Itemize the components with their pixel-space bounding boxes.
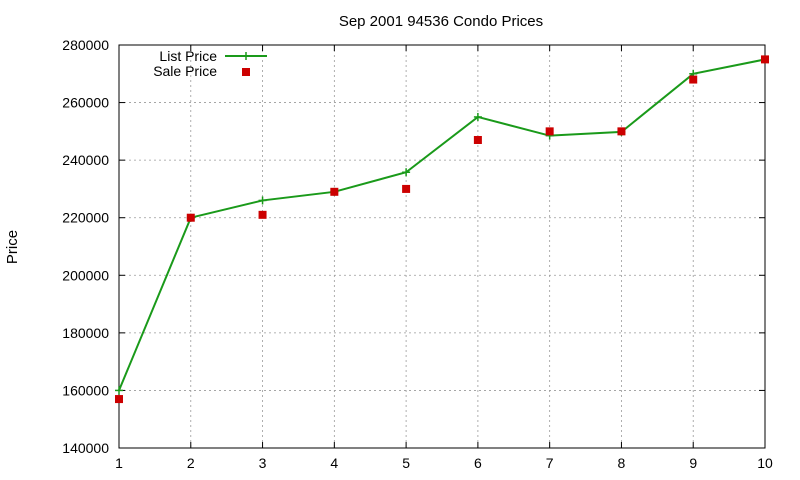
x-tick-label: 5 xyxy=(402,455,410,471)
y-tick-label: 260000 xyxy=(62,95,109,111)
list-price-point xyxy=(473,112,482,121)
legend: List Price Sale Price xyxy=(153,48,267,79)
x-tick-label: 4 xyxy=(330,455,338,471)
x-tick-label: 2 xyxy=(187,455,195,471)
x-tick-label: 3 xyxy=(259,455,267,471)
y-tick-label: 200000 xyxy=(62,267,109,283)
sale-price-point xyxy=(545,127,554,136)
sale-price-point xyxy=(473,135,482,144)
y-axis-label: Price xyxy=(4,230,21,264)
list-price-point xyxy=(115,386,123,395)
legend-swatch-sale-price xyxy=(242,68,250,76)
x-tick-label: 8 xyxy=(618,455,626,471)
sale-price-point xyxy=(402,184,411,193)
legend-label-list-price: List Price xyxy=(159,48,217,64)
y-tick-label: 140000 xyxy=(62,440,109,456)
y-tick-label: 160000 xyxy=(62,382,109,398)
legend-label-sale-price: Sale Price xyxy=(153,63,217,79)
x-tick-label: 6 xyxy=(474,455,482,471)
sale-price-point xyxy=(258,210,267,219)
chart-title: Sep 2001 94536 Condo Prices xyxy=(339,13,543,30)
list-price-point xyxy=(258,196,267,205)
x-tick-label: 1 xyxy=(115,455,123,471)
y-tick-label: 240000 xyxy=(62,152,109,168)
sale-price-point xyxy=(186,213,195,222)
sale-price-point xyxy=(115,395,123,404)
y-tick-label: 220000 xyxy=(62,210,109,226)
sale-price-point xyxy=(761,55,769,64)
series-layer xyxy=(115,55,769,404)
list-price-line xyxy=(118,58,766,391)
list-price-point xyxy=(402,168,411,177)
x-tick-label: 9 xyxy=(689,455,697,471)
sale-price-point xyxy=(330,187,339,196)
x-tick-label: 10 xyxy=(757,455,773,471)
sale-price-point xyxy=(689,75,698,84)
plot-frame xyxy=(118,44,766,449)
y-tick-label: 280000 xyxy=(62,37,109,53)
y-tick-label: 180000 xyxy=(62,325,109,341)
tick-layer: 1 2 3 4 5 6 7 8 9 10 140000 160000 180000 200000 22000… xyxy=(62,37,773,471)
x-tick-label: 7 xyxy=(546,455,554,471)
grid-layer xyxy=(119,45,765,448)
sale-price-point xyxy=(617,127,626,136)
